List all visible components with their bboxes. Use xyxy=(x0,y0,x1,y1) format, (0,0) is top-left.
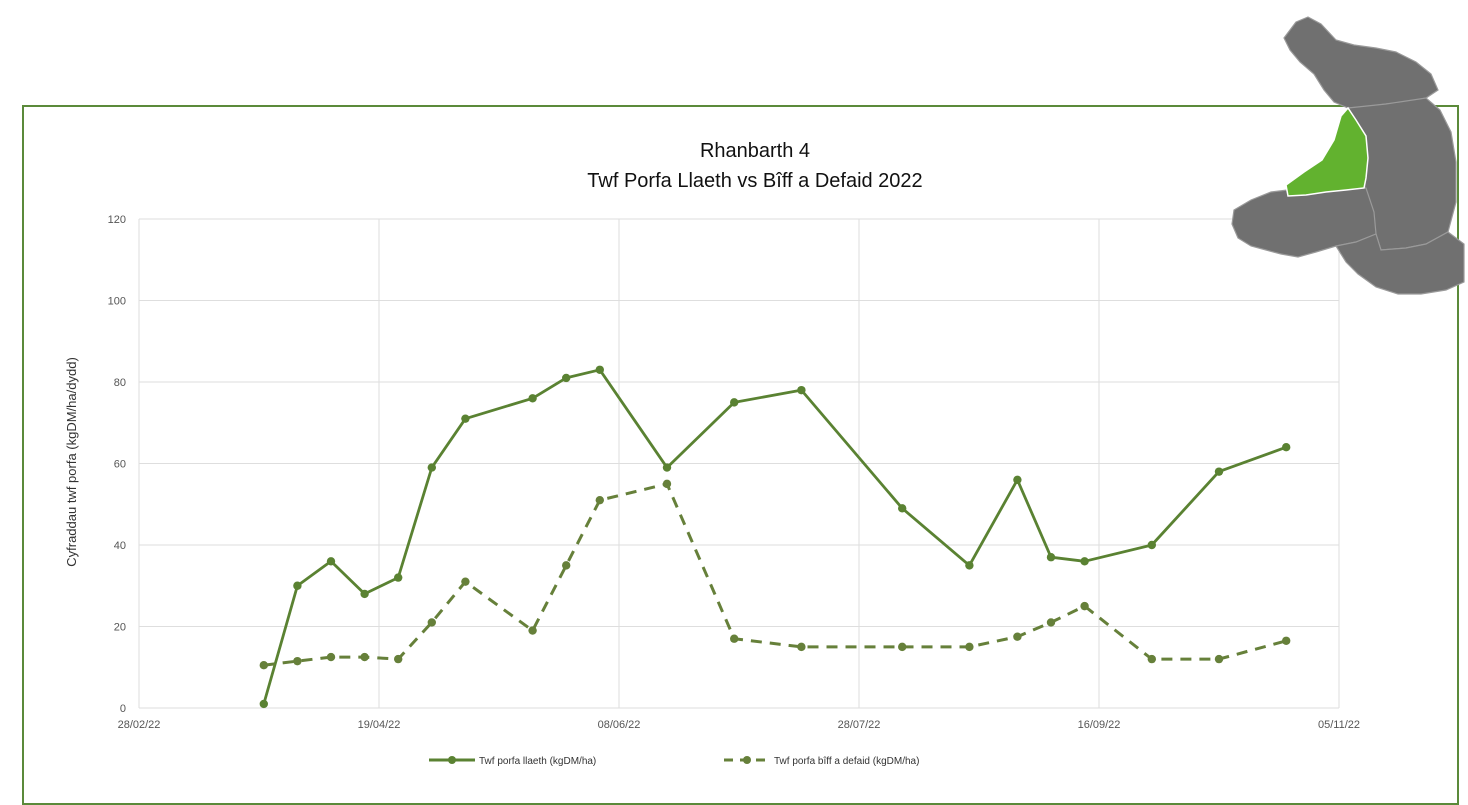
data-point xyxy=(662,479,672,489)
series xyxy=(259,365,1291,709)
chart: Rhanbarth 4 Twf Porfa Llaeth vs Bîff a D… xyxy=(64,140,1360,767)
data-point xyxy=(528,394,537,403)
chart-frame: Rhanbarth 4 Twf Porfa Llaeth vs Bîff a D… xyxy=(22,105,1459,805)
series-1 xyxy=(259,365,1291,709)
data-point xyxy=(326,557,336,566)
data-point xyxy=(662,463,672,472)
chart-subtitle: Twf Porfa Llaeth vs Bîff a Defaid 2022 xyxy=(587,170,922,192)
data-point xyxy=(259,661,268,670)
data-point xyxy=(259,699,268,709)
x-tick-label: 05/11/22 xyxy=(1318,719,1360,731)
data-point xyxy=(360,652,369,662)
data-point xyxy=(293,656,302,666)
y-tick-label: 20 xyxy=(114,622,126,634)
data-point xyxy=(1214,654,1224,664)
x-tick-label: 16/09/22 xyxy=(1078,719,1121,731)
data-point xyxy=(562,373,571,383)
y-tick-label: 100 xyxy=(108,296,126,308)
wales-region-map xyxy=(1231,16,1465,295)
data-point xyxy=(528,626,537,635)
map-regions-other xyxy=(1231,16,1465,295)
data-point xyxy=(730,634,739,643)
y-tick-label: 40 xyxy=(114,540,126,552)
x-axis-ticks: 28/02/22 19/04/22 08/06/22 28/07/22 16/09/22… xyxy=(118,719,1360,731)
y-tick-label: 80 xyxy=(114,377,126,389)
data-point xyxy=(1147,540,1157,550)
data-point xyxy=(562,561,571,570)
y-tick-label: 60 xyxy=(114,459,126,471)
data-point xyxy=(898,642,907,652)
data-point xyxy=(730,398,739,407)
data-point xyxy=(797,642,806,652)
series-2 xyxy=(259,479,1291,670)
series-line xyxy=(262,368,1287,705)
x-tick-label: 08/06/22 xyxy=(598,719,641,731)
data-point xyxy=(595,495,604,505)
legend: Twf porfa llaeth (kgDM/ha) Twf porfa bîff… xyxy=(429,756,919,767)
data-point xyxy=(1080,557,1089,566)
x-tick-label: 19/04/22 xyxy=(358,719,401,731)
map-region-4-highlight xyxy=(1285,106,1369,197)
data-point xyxy=(1013,475,1022,484)
data-point xyxy=(427,618,436,627)
data-point xyxy=(360,589,369,599)
data-point xyxy=(461,414,470,423)
map-region-southeast xyxy=(1335,231,1465,295)
data-point xyxy=(1046,618,1056,627)
data-point xyxy=(965,561,974,570)
data-point xyxy=(898,504,907,513)
data-point xyxy=(326,652,336,662)
data-point xyxy=(1080,601,1089,611)
data-point xyxy=(595,365,604,374)
data-point xyxy=(394,654,403,664)
y-tick-label: 0 xyxy=(120,703,126,715)
data-point xyxy=(1214,467,1224,476)
legend-marker xyxy=(743,756,751,764)
legend-label: Twf porfa llaeth (kgDM/ha) xyxy=(479,756,596,767)
x-tick-label: 28/07/22 xyxy=(838,719,881,731)
data-point xyxy=(1013,632,1022,641)
data-point xyxy=(1282,636,1291,645)
y-axis-ticks: 0 20 40 60 80 100 120 xyxy=(108,214,126,715)
data-point xyxy=(965,642,974,652)
data-point xyxy=(293,581,302,590)
x-tick-label: 28/02/22 xyxy=(118,719,161,731)
data-point xyxy=(1282,443,1291,452)
chart-title: Rhanbarth 4 xyxy=(700,140,810,162)
map-region-north xyxy=(1283,16,1439,109)
data-point xyxy=(394,573,403,582)
data-point xyxy=(461,577,470,586)
grid xyxy=(138,218,1340,709)
data-point xyxy=(427,463,436,472)
y-axis-label: Cyfraddau twf porfa (kgDM/ha/dydd) xyxy=(64,357,79,567)
legend-marker xyxy=(448,756,456,764)
y-tick-label: 120 xyxy=(108,214,126,226)
data-point xyxy=(1046,553,1056,562)
data-point xyxy=(797,385,806,395)
data-point xyxy=(1147,654,1157,664)
legend-label: Twf porfa bîff a defaid (kgDM/ha) xyxy=(774,756,919,767)
